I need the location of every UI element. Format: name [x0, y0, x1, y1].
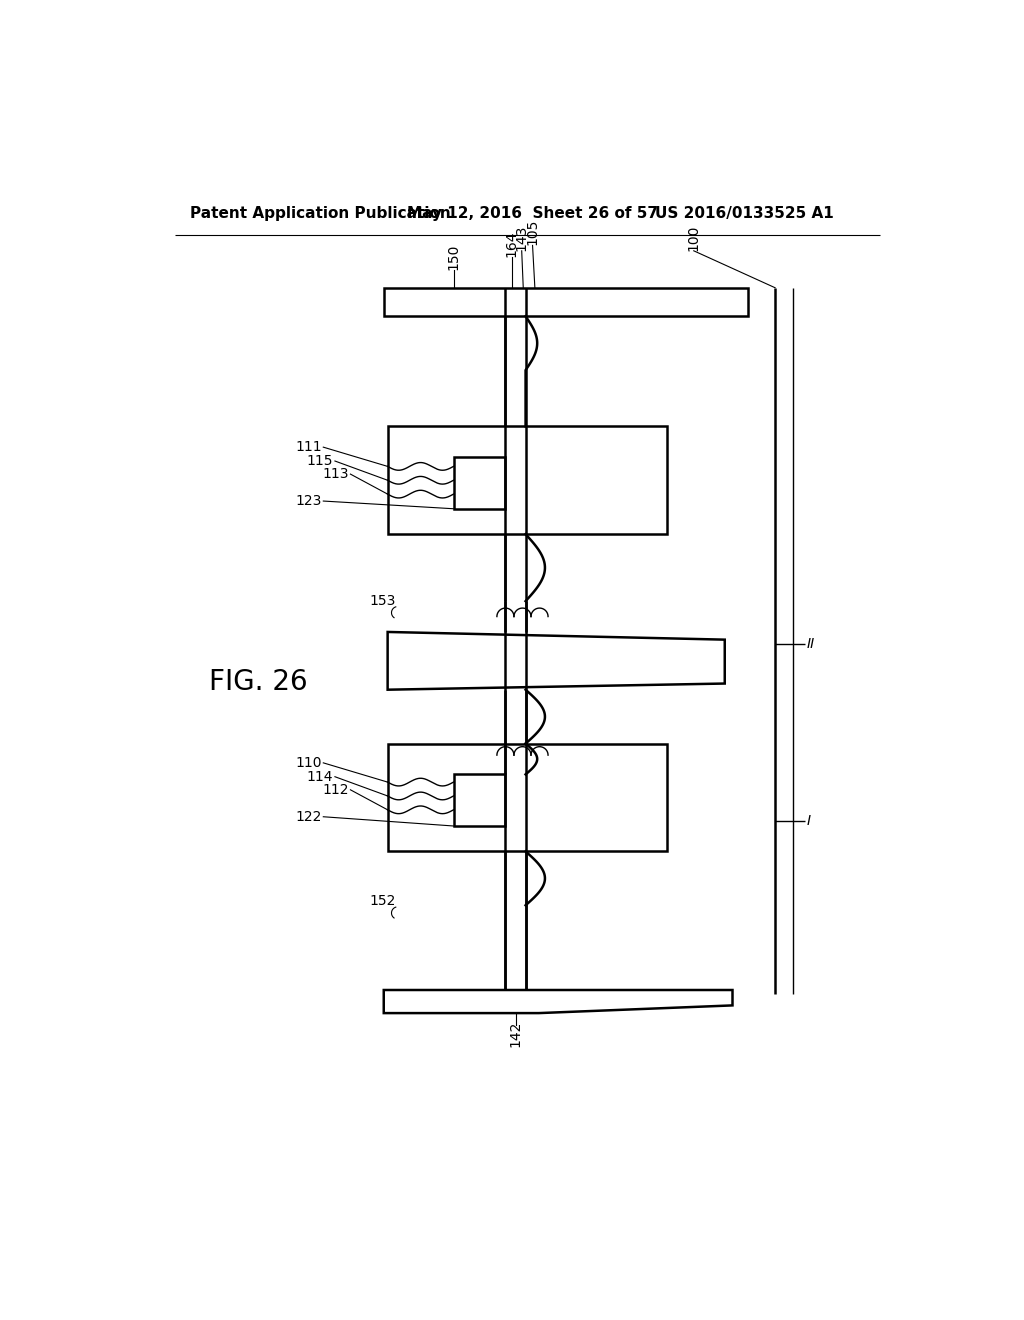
Text: 115: 115	[307, 454, 334, 469]
Text: Patent Application Publication: Patent Application Publication	[190, 206, 451, 222]
Text: 123: 123	[295, 494, 322, 508]
Text: II: II	[807, 636, 815, 651]
Text: 143: 143	[515, 224, 528, 251]
Text: 114: 114	[307, 770, 334, 784]
Text: 152: 152	[369, 895, 395, 908]
Text: 105: 105	[525, 219, 540, 246]
Text: 153: 153	[369, 594, 395, 609]
Text: US 2016/0133525 A1: US 2016/0133525 A1	[655, 206, 834, 222]
Text: FIG. 26: FIG. 26	[209, 668, 308, 696]
Text: 110: 110	[295, 756, 322, 770]
Text: 100: 100	[687, 224, 700, 251]
Text: 111: 111	[295, 440, 322, 454]
Bar	[388, 743, 667, 851]
Bar	[454, 775, 506, 826]
Text: May 12, 2016  Sheet 26 of 57: May 12, 2016 Sheet 26 of 57	[407, 206, 658, 222]
Bar	[454, 457, 506, 508]
Bar	[388, 426, 667, 535]
Bar	[384, 288, 748, 317]
Text: 122: 122	[295, 809, 322, 824]
Text: I: I	[807, 813, 811, 828]
Text: 112: 112	[323, 783, 349, 797]
Text: 164: 164	[505, 231, 518, 257]
Text: 150: 150	[446, 244, 461, 271]
Text: 113: 113	[323, 467, 349, 480]
Text: 142: 142	[509, 1020, 522, 1047]
